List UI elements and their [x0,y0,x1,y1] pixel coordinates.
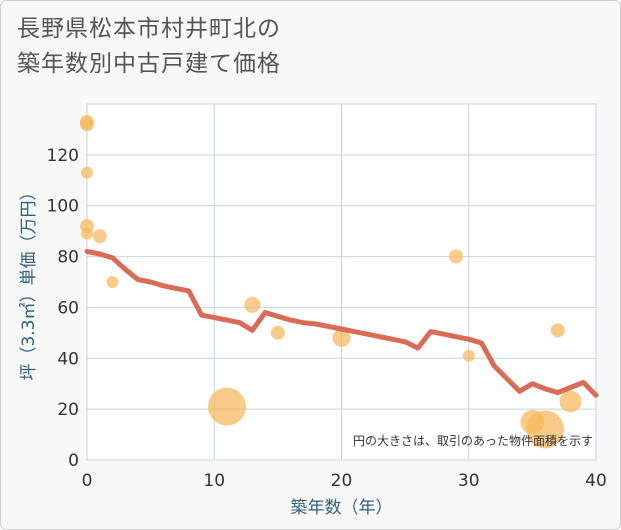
data-point [550,323,565,338]
size-note: 円の大きさは、取引のあった物件面積を示す [353,433,593,448]
x-tick-label: 0 [82,471,93,491]
data-point [81,227,93,240]
data-point [559,390,582,413]
chart-title-line-1: 長野県松本市村井町北の [17,16,281,42]
y-axis-label: 坪（3.3㎡）単価（万円） [19,183,39,380]
y-tick-label: 40 [57,349,79,369]
y-tick-label: 0 [68,451,79,471]
chart-title: 長野県松本市村井町北の 築年数別中古戸建て価格 [17,12,281,82]
data-point [462,349,475,362]
y-tick-label: 80 [57,248,79,268]
y-tick-label: 100 [47,197,79,217]
data-point [244,296,261,313]
data-point [526,410,565,449]
y-tick-labels: 0 20 40 60 80 100 120 [47,146,79,471]
data-point [80,117,94,132]
y-tick-label: 20 [57,400,79,420]
data-point [449,249,464,264]
x-tick-label: 20 [331,471,353,491]
y-tick-label: 60 [57,298,79,318]
trend-line [84,249,599,398]
x-tick-label: 40 [585,471,607,491]
x-tick-labels: 0 10 20 30 40 [82,471,607,491]
x-tick-label: 10 [203,471,225,491]
data-point [92,229,107,244]
x-axis-label: 築年数（年） [291,498,393,518]
x-tick-label: 30 [458,471,480,491]
chart-title-line-2: 築年数別中古戸建て価格 [17,51,281,77]
data-points [80,114,582,449]
data-point [207,387,246,426]
data-point [106,276,119,288]
data-point [332,328,351,347]
y-tick-label: 120 [47,146,79,166]
data-point [270,325,285,340]
data-point [81,166,93,179]
